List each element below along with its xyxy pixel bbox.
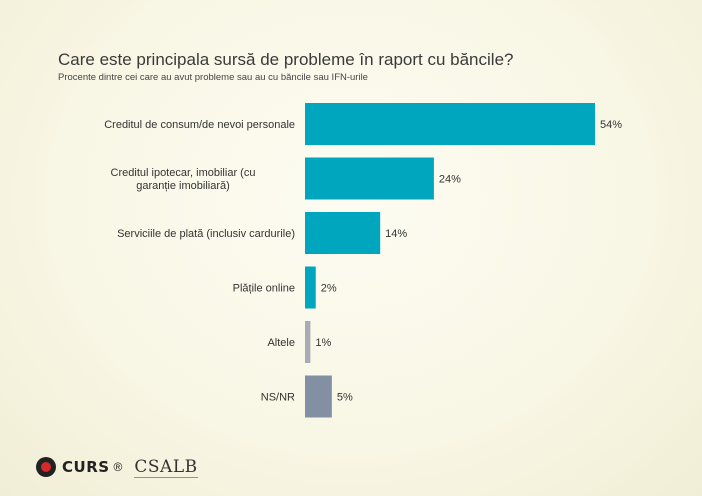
- category-label-6: NS/NR: [261, 392, 295, 404]
- value-label-5: 1%: [315, 337, 331, 349]
- value-label-4: 2%: [321, 283, 337, 295]
- bar-6: [305, 375, 332, 418]
- value-label-1: 54%: [600, 119, 622, 131]
- logo-area: CURS ® CSALB: [36, 454, 198, 480]
- bar-1: [305, 103, 595, 145]
- registered-mark: ®: [113, 460, 123, 474]
- bar-3: [305, 212, 381, 254]
- category-label-4: Plățile online: [233, 283, 295, 295]
- value-label-2: 24%: [439, 174, 461, 186]
- chart-title: Care este principala sursă de probleme î…: [58, 50, 514, 69]
- category-label-2: Creditul ipotecar, imobiliar (cu garanție…: [111, 167, 256, 192]
- bar-chart: 54% Creditul de consum/de nevoi personale…: [104, 103, 622, 418]
- bar-4: [305, 266, 316, 309]
- bar-5: [305, 321, 311, 363]
- csalb-logo-text: CSALB: [134, 456, 198, 478]
- category-label-5: Altele: [267, 337, 295, 349]
- category-label-1: Creditul de consum/de nevoi personale: [104, 119, 295, 131]
- curs-logo-text: CURS: [62, 458, 110, 476]
- chart-subtitle: Procente dintre cei care au avut problem…: [58, 72, 368, 83]
- value-label-6: 5%: [337, 392, 353, 404]
- curs-logo-icon: [36, 457, 56, 477]
- category-label-3: Serviciile de plată (inclusiv cardurile): [117, 228, 295, 240]
- value-label-3: 14%: [385, 228, 407, 240]
- bar-2: [305, 157, 434, 200]
